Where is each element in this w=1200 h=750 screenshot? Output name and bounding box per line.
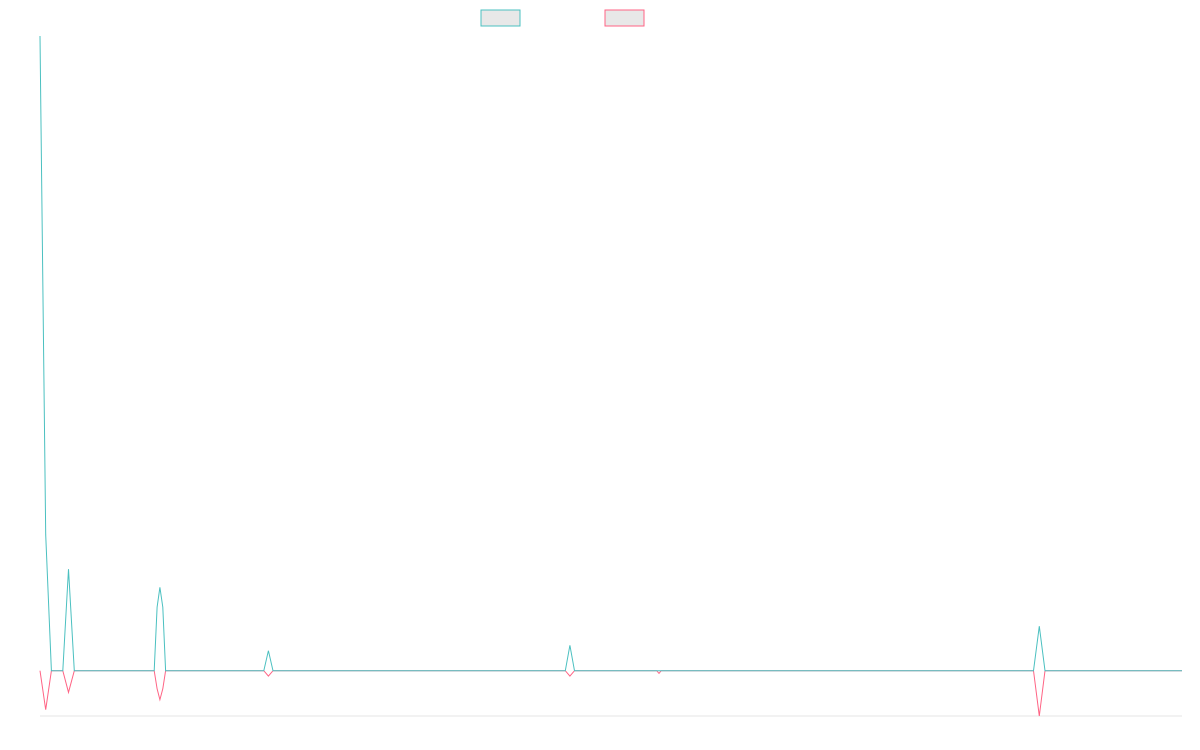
legend-item-2[interactable]: [604, 9, 645, 27]
legend-swatch-1: [480, 9, 521, 27]
series-line-2: [39, 670, 1182, 717]
legend-item-1[interactable]: [480, 9, 521, 27]
legend-swatch-2: [604, 9, 645, 27]
series-layer: [39, 35, 1182, 717]
series-line-1: [39, 35, 1182, 672]
legend: [480, 9, 645, 27]
